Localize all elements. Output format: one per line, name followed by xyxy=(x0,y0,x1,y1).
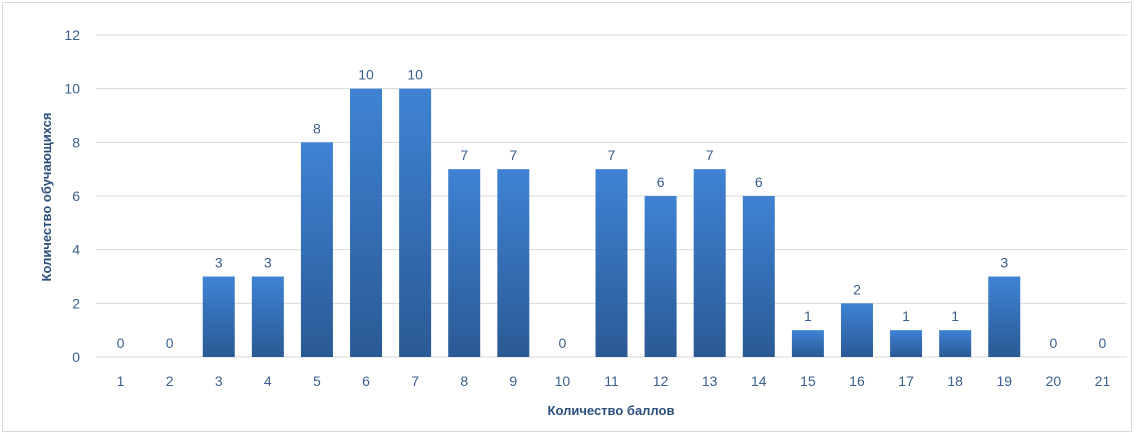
data-label-13: 7 xyxy=(706,147,714,163)
x-tick-label-8: 8 xyxy=(460,373,468,389)
x-tick-label-4: 4 xyxy=(264,373,272,389)
data-label-18: 1 xyxy=(951,308,959,324)
y-tick-label: 6 xyxy=(72,188,80,204)
x-tick-label-3: 3 xyxy=(215,373,223,389)
data-label-10: 0 xyxy=(559,335,567,351)
x-tick-label-5: 5 xyxy=(313,373,321,389)
bar-13 xyxy=(693,169,726,357)
bar-11 xyxy=(595,169,628,357)
data-label-14: 6 xyxy=(755,174,763,190)
bar-17 xyxy=(890,330,923,357)
data-label-1: 0 xyxy=(117,335,125,351)
x-axis-title: Количество баллов xyxy=(548,403,675,418)
data-label-16: 2 xyxy=(853,281,861,297)
data-label-7: 10 xyxy=(407,67,423,83)
bar-16 xyxy=(840,303,873,357)
y-tick-label: 4 xyxy=(72,242,80,258)
x-tick-label-15: 15 xyxy=(800,373,816,389)
data-label-8: 7 xyxy=(460,147,468,163)
bar-18 xyxy=(939,330,972,357)
y-axis-title: Количество обучающихся xyxy=(39,113,54,282)
x-tick-label-14: 14 xyxy=(751,373,767,389)
bar-9 xyxy=(497,169,530,357)
bar-6 xyxy=(350,88,383,358)
data-label-20: 0 xyxy=(1049,335,1057,351)
x-tick-label-20: 20 xyxy=(1046,373,1062,389)
x-tick-label-18: 18 xyxy=(947,373,963,389)
bar-8 xyxy=(448,169,481,357)
data-label-9: 7 xyxy=(509,147,517,163)
bar-19 xyxy=(988,276,1021,357)
x-tick-label-11: 11 xyxy=(604,373,619,389)
x-tick-label-13: 13 xyxy=(702,373,718,389)
x-tick-label-1: 1 xyxy=(117,373,125,389)
bar-3 xyxy=(202,276,235,357)
data-label-6: 10 xyxy=(358,67,374,83)
x-tick-label-17: 17 xyxy=(898,373,914,389)
data-label-15: 1 xyxy=(804,308,812,324)
y-tick-label: 2 xyxy=(72,295,80,311)
x-tick-label-10: 10 xyxy=(555,373,571,389)
bar-15 xyxy=(791,330,824,357)
y-tick-label: 10 xyxy=(64,81,80,97)
bar-4 xyxy=(251,276,284,357)
bar-5 xyxy=(300,142,333,357)
data-label-17: 1 xyxy=(902,308,910,324)
x-tick-label-7: 7 xyxy=(411,373,419,389)
x-tick-label-16: 16 xyxy=(849,373,865,389)
data-label-12: 6 xyxy=(657,174,665,190)
y-tick-label: 12 xyxy=(64,27,80,43)
data-label-19: 3 xyxy=(1000,255,1008,271)
x-axis-ticks: 1 2 3 4 5 6 7 8 9 10 11 12 13 14 15 16 17 18 19 20 21 xyxy=(117,373,1111,389)
y-tick-label: 0 xyxy=(72,349,80,365)
x-tick-label-6: 6 xyxy=(362,373,370,389)
data-label-11: 7 xyxy=(608,147,616,163)
y-tick-label: 8 xyxy=(72,134,80,150)
data-label-4: 3 xyxy=(264,255,272,271)
x-tick-label-12: 12 xyxy=(653,373,669,389)
y-axis-ticks: 0 2 4 6 8 10 12 xyxy=(64,27,80,365)
bars xyxy=(202,88,1021,358)
data-labels: 0 0 3 3 8 10 10 7 7 0 7 6 7 6 1 2 1 1 3 0 0 xyxy=(117,67,1107,351)
bar-14 xyxy=(742,196,775,357)
data-label-5: 8 xyxy=(313,120,321,136)
data-label-3: 3 xyxy=(215,255,223,271)
x-tick-label-21: 21 xyxy=(1095,373,1111,389)
bar-12 xyxy=(644,196,677,357)
bar-7 xyxy=(399,88,432,358)
x-tick-label-9: 9 xyxy=(509,373,517,389)
data-label-21: 0 xyxy=(1099,335,1107,351)
x-tick-label-19: 19 xyxy=(996,373,1012,389)
x-tick-label-2: 2 xyxy=(166,373,174,389)
data-label-2: 0 xyxy=(166,335,174,351)
